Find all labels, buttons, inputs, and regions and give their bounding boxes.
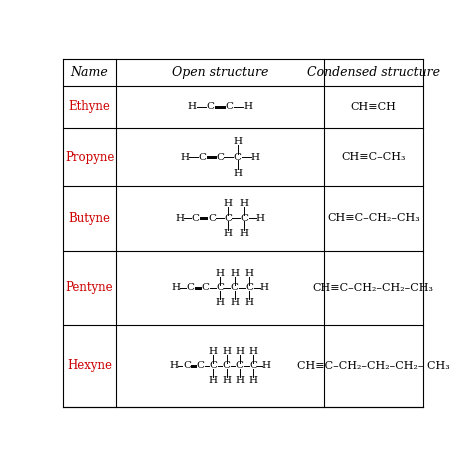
- Text: Ethyne: Ethyne: [69, 100, 110, 113]
- Text: C: C: [234, 153, 242, 161]
- Text: H: H: [235, 347, 244, 356]
- Text: Propyne: Propyne: [65, 151, 114, 164]
- Text: Condensed structure: Condensed structure: [307, 66, 440, 79]
- Text: C: C: [225, 102, 233, 112]
- Text: C: C: [201, 284, 210, 292]
- Text: C: C: [191, 214, 200, 223]
- Text: Open structure: Open structure: [172, 66, 268, 79]
- Text: H: H: [245, 268, 254, 278]
- Text: C: C: [208, 214, 216, 223]
- Text: Hexyne: Hexyne: [67, 360, 112, 372]
- Text: H: H: [209, 376, 218, 384]
- Text: H: H: [248, 347, 257, 356]
- Text: H: H: [188, 102, 197, 112]
- Text: H: H: [230, 268, 239, 278]
- Text: H: H: [216, 298, 225, 307]
- Text: H: H: [169, 361, 178, 370]
- Text: CH≡C–CH₂–CH₂–CH₂– CH₃: CH≡C–CH₂–CH₂–CH₂– CH₃: [297, 361, 450, 371]
- Text: H: H: [235, 376, 244, 384]
- Text: H: H: [175, 214, 184, 223]
- Text: H: H: [222, 347, 231, 356]
- Text: H: H: [243, 102, 252, 112]
- Text: H: H: [172, 284, 181, 292]
- Text: C: C: [207, 102, 215, 112]
- Text: H: H: [248, 376, 257, 384]
- Text: CH≡CH: CH≡CH: [350, 102, 396, 112]
- Text: CH≡C–CH₃: CH≡C–CH₃: [341, 152, 406, 162]
- Text: H: H: [256, 214, 265, 223]
- Text: CH≡C–CH₂–CH₃: CH≡C–CH₂–CH₃: [327, 213, 419, 223]
- Text: C: C: [198, 153, 206, 161]
- Text: H: H: [230, 298, 239, 307]
- Text: C: C: [236, 361, 244, 370]
- Text: H: H: [209, 347, 218, 356]
- Text: C: C: [210, 361, 218, 370]
- Text: H: H: [216, 268, 225, 278]
- Text: H: H: [251, 153, 260, 161]
- Text: C: C: [224, 214, 232, 223]
- Text: H: H: [233, 169, 242, 177]
- Text: Name: Name: [71, 66, 109, 79]
- Text: C: C: [231, 284, 239, 292]
- Text: Pentyne: Pentyne: [66, 281, 113, 295]
- Text: C: C: [183, 361, 191, 370]
- Text: H: H: [224, 229, 233, 238]
- Text: H: H: [240, 199, 249, 207]
- Text: H: H: [222, 376, 231, 384]
- Text: C: C: [216, 153, 224, 161]
- Text: H: H: [224, 199, 233, 207]
- Text: C: C: [196, 361, 204, 370]
- Text: C: C: [240, 214, 248, 223]
- Text: C: C: [249, 361, 257, 370]
- Text: C: C: [216, 284, 224, 292]
- Text: C: C: [246, 284, 254, 292]
- Text: Butyne: Butyne: [69, 212, 110, 225]
- Text: H: H: [180, 153, 189, 161]
- Text: CH≡C–CH₂–CH₂–CH₃: CH≡C–CH₂–CH₂–CH₃: [313, 283, 434, 293]
- Text: C: C: [223, 361, 230, 370]
- Text: H: H: [240, 229, 249, 238]
- Text: H: H: [233, 136, 242, 146]
- Text: C: C: [187, 284, 195, 292]
- Text: H: H: [245, 298, 254, 307]
- Text: H: H: [262, 361, 271, 370]
- Text: H: H: [260, 284, 269, 292]
